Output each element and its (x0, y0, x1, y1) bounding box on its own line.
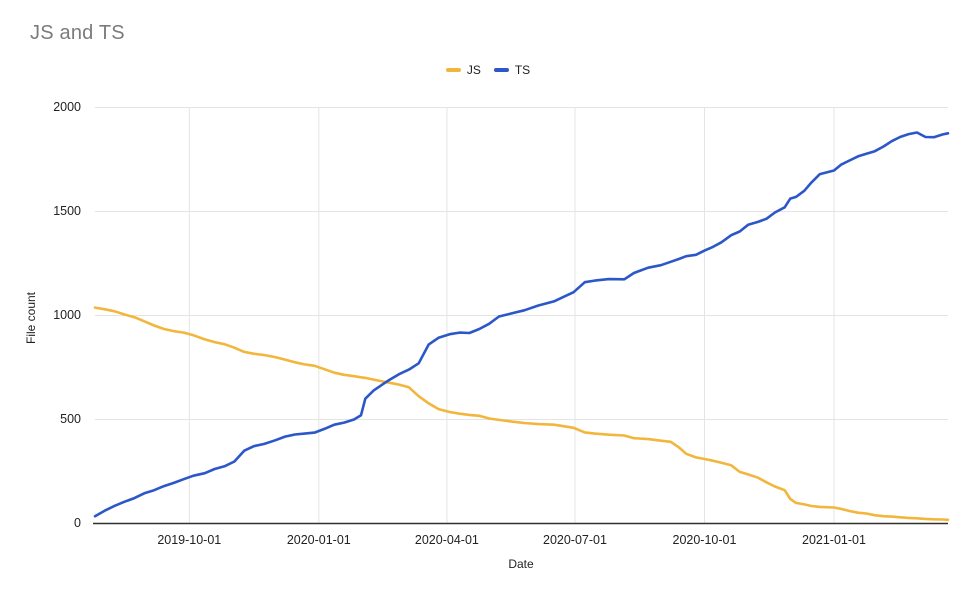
series-line-js (93, 306, 950, 522)
x-tick-label: 2019-10-01 (157, 532, 222, 547)
x-tick-label: 2021-01-01 (802, 532, 866, 547)
chart-title: JS and TS (30, 22, 125, 44)
legend-label-ts: TS (514, 63, 531, 77)
y-tick-label: 500 (60, 412, 81, 426)
legend-label-js: JS (466, 63, 481, 77)
chart-legend: JS TS (0, 63, 976, 77)
y-tick-label: 2000 (53, 100, 81, 114)
series-line-ts (93, 131, 950, 518)
legend-swatch-js (445, 68, 461, 72)
legend-swatch-ts (493, 68, 509, 72)
x-tick-label: 2020-07-01 (543, 532, 607, 547)
x-axis-title: Date (508, 557, 534, 571)
x-tick-label: 2020-01-01 (286, 532, 351, 547)
legend-item-ts[interactable]: TS (493, 63, 531, 77)
x-tick-label: 2020-04-01 (414, 532, 479, 547)
y-tick-label: 1000 (53, 308, 81, 322)
y-axis-title: File count (24, 291, 38, 345)
x-tick-label: 2020-10-01 (672, 532, 737, 547)
y-tick-label: 1500 (53, 204, 81, 218)
legend-item-js[interactable]: JS (445, 63, 481, 77)
y-tick-label: 0 (74, 516, 81, 530)
